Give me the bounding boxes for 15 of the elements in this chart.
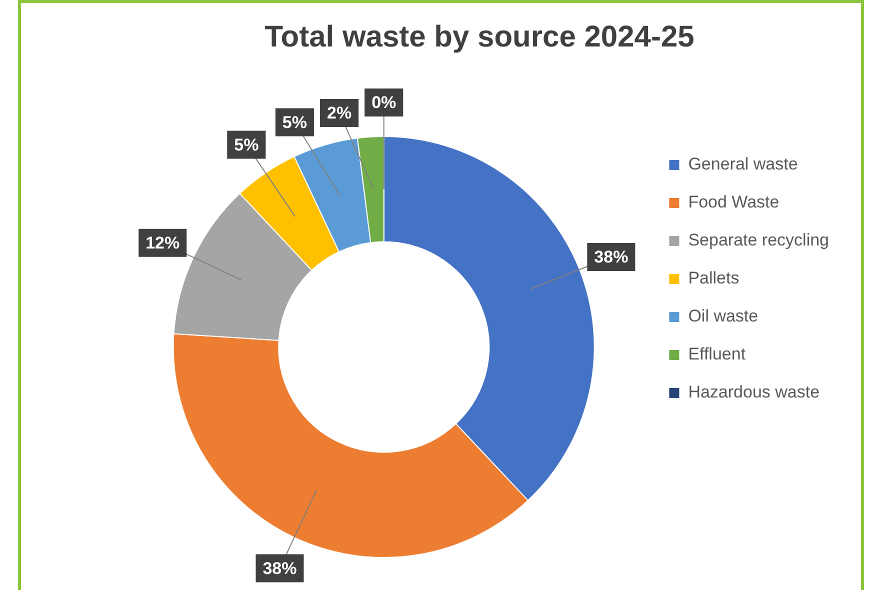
legend-label: General waste	[688, 154, 798, 174]
data-label: 38%	[594, 248, 628, 267]
data-label: 5%	[234, 135, 259, 154]
text: 0%	[372, 93, 396, 112]
legend-label: Oil waste	[688, 306, 758, 326]
data-label: 12%	[146, 234, 180, 253]
data-label: 5%	[282, 112, 307, 132]
legend-label: Pallets	[688, 268, 740, 288]
legend-label: Effluent	[688, 344, 746, 364]
chart-title: Total waste by source 2024-25	[264, 20, 694, 54]
data-label: 38%	[262, 558, 297, 578]
data-label: 2%	[326, 104, 352, 123]
legend-label: Food Waste	[688, 192, 780, 212]
legend-label: Hazardous waste	[688, 382, 820, 402]
legend-label: Separate recycling	[688, 230, 830, 250]
